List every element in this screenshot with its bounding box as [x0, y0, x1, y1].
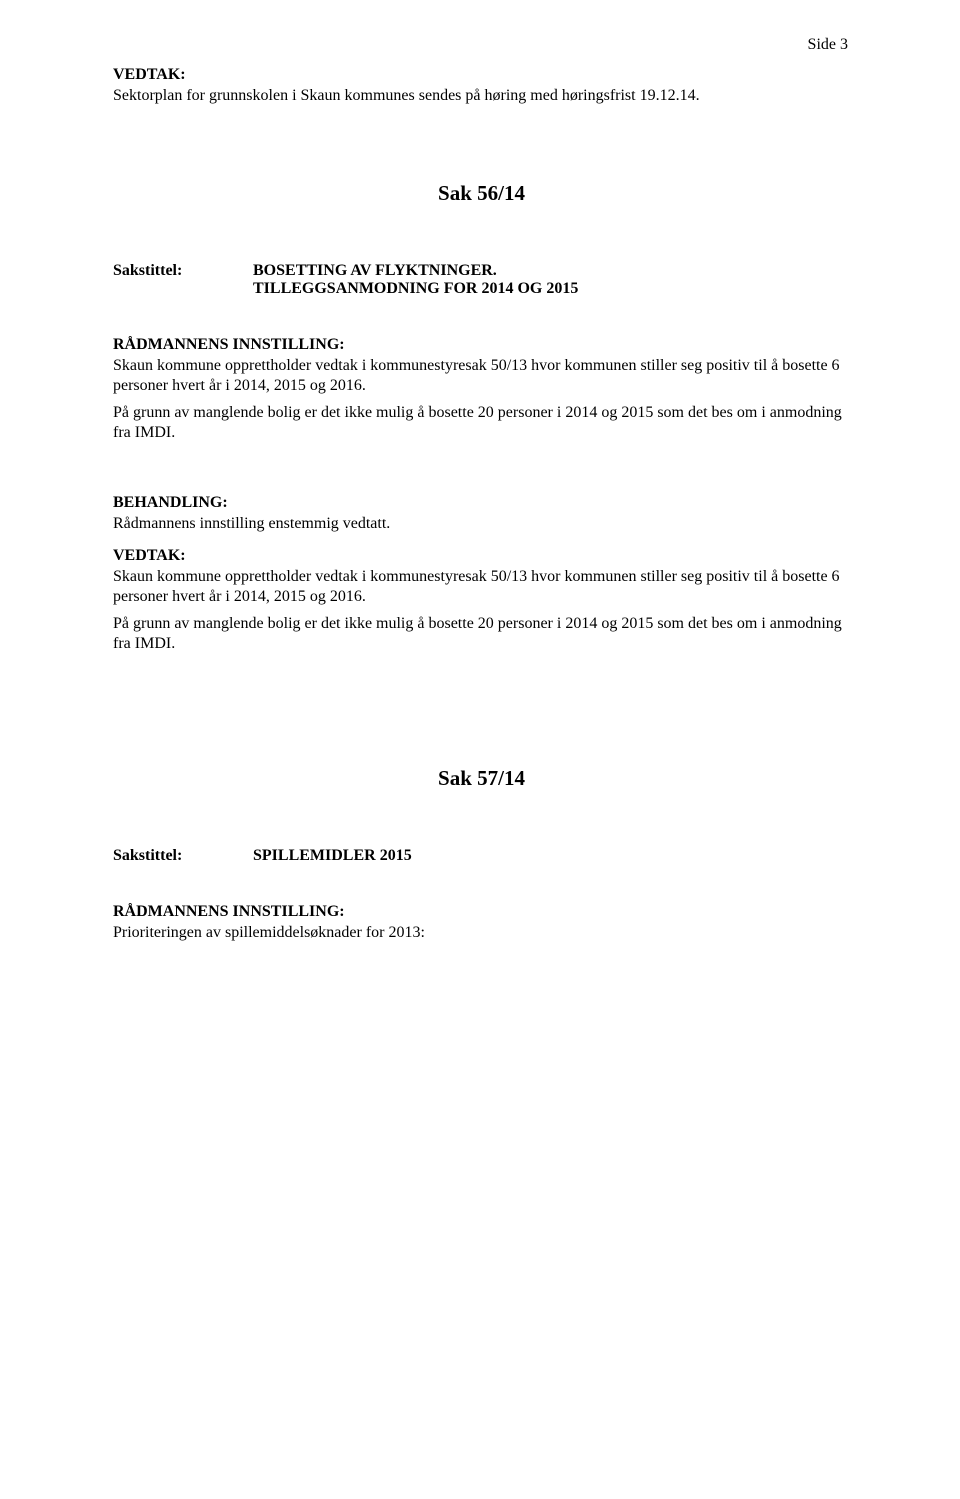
radmannens-para-57-1: Prioriteringen av spillemiddelsøknader f… — [113, 923, 850, 943]
sakstittel-value-line1: BOSETTING AV FLYKTNINGER. — [253, 262, 850, 280]
vedtak-body-1: Sektorplan for grunnskolen i Skaun kommu… — [113, 86, 850, 105]
behandling-body-56: Rådmannens innstilling enstemmig vedtatt… — [113, 514, 850, 533]
vedtak-para-56-2: På grunn av manglende bolig er det ikke … — [113, 614, 850, 653]
sak-56-sakstittel-row: Sakstittel: BOSETTING AV FLYKTNINGER. TI… — [113, 262, 850, 298]
sakstittel-value-line2: TILLEGGSANMODNING FOR 2014 OG 2015 — [253, 280, 850, 298]
sakstittel-value: BOSETTING AV FLYKTNINGER. TILLEGGSANMODN… — [253, 262, 850, 298]
sakstittel-label-57: Sakstittel: — [113, 847, 253, 865]
page-number: Side 3 — [808, 36, 848, 54]
sak-56-heading: Sak 56/14 — [113, 181, 850, 206]
vedtak-para-56-1: Skaun kommune opprettholder vedtak i kom… — [113, 567, 850, 606]
sakstittel-label: Sakstittel: — [113, 262, 253, 298]
behandling-label-56: BEHANDLING: — [113, 494, 850, 512]
sak-57-sakstittel-row: Sakstittel: SPILLEMIDLER 2015 — [113, 847, 850, 865]
vedtak-label-56: VEDTAK: — [113, 547, 850, 565]
sak-57-heading: Sak 57/14 — [113, 766, 850, 791]
radmannens-para-56-1: Skaun kommune opprettholder vedtak i kom… — [113, 356, 850, 395]
sakstittel-value-57: SPILLEMIDLER 2015 — [253, 847, 850, 865]
vedtak-label-1: VEDTAK: — [113, 66, 850, 84]
radmannens-para-56-2: På grunn av manglende bolig er det ikke … — [113, 403, 850, 442]
radmannens-innstilling-label-57: RÅDMANNENS INNSTILLING: — [113, 903, 850, 921]
radmannens-innstilling-label-56: RÅDMANNENS INNSTILLING: — [113, 336, 850, 354]
